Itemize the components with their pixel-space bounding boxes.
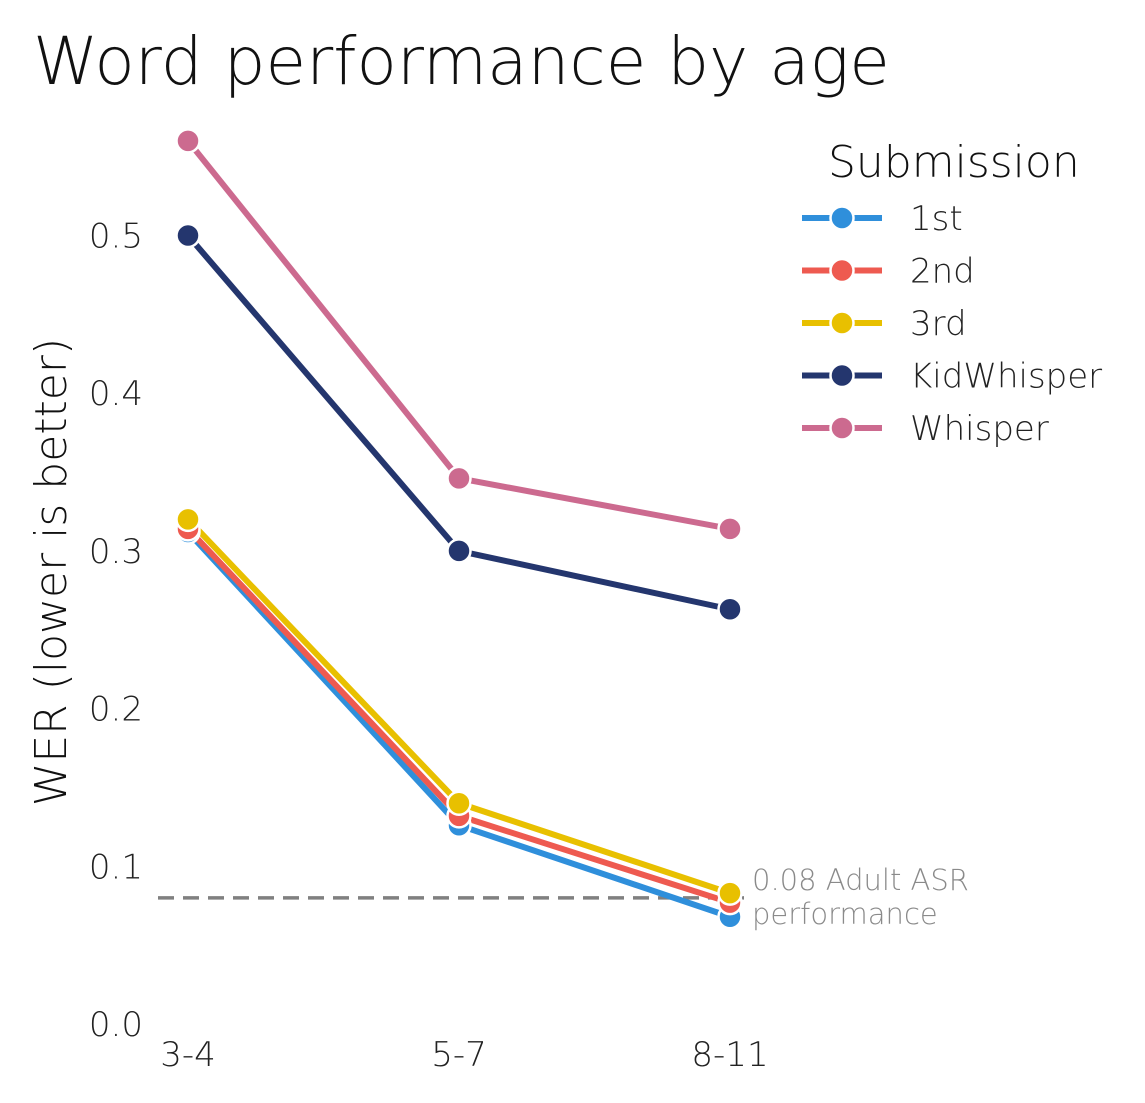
reference-line-label-continued: performance [752,897,938,931]
reference-line-label: 0.08 Adult ASR [752,863,969,897]
x-axis-ticks: 3-4 5-7 8-11 [160,1035,768,1075]
legend-swatch-marker [829,205,855,231]
chart-title: Word performance by age [33,23,890,100]
y-tick-label: 0.2 [89,690,143,730]
legend-swatch-marker [829,257,855,284]
legend-swatch-marker [829,362,855,389]
series-line-2nd [185,525,733,906]
legend-item-3rd: 3rd [802,304,967,344]
data-point-3rd [446,790,472,816]
legend-label: KidWhisper [910,357,1102,397]
data-point-kidwhisper [446,538,472,564]
y-tick-label: 0.1 [89,847,143,887]
y-axis-label: WER (lower is better) [26,338,77,806]
legend-label: 1st [910,199,963,239]
legend-item-whisper: Whisper [802,409,1049,449]
legend-title: Submission [828,137,1080,188]
x-tick-label: 8-11 [691,1035,768,1075]
data-point-kidwhisper [717,596,743,622]
data-point-kidwhisper [175,222,201,249]
y-tick-label: 0.5 [89,217,143,257]
series-points [175,128,743,930]
y-tick-label: 0.0 [89,1005,143,1045]
legend: Submission 1st 2nd 3rd KidWhisper Whisper [802,137,1102,449]
y-tick-label: 0.3 [89,532,143,572]
legend-items: 1st 2nd 3rd KidWhisper Whisper [802,199,1102,449]
data-point-3rd [175,506,201,533]
legend-item-1st: 1st [802,199,963,239]
legend-label: 3rd [910,304,967,344]
legend-swatch-marker [829,310,855,336]
legend-item-2nd: 2nd [802,252,975,292]
data-point-whisper [717,516,743,542]
legend-swatch-marker [829,415,855,441]
y-tick-label: 0.4 [89,374,143,414]
legend-item-kidwhisper: KidWhisper [802,357,1102,397]
y-axis-ticks: 0.0 0.1 0.2 0.3 0.4 0.5 [89,217,143,1046]
data-point-whisper [446,465,472,492]
legend-label: 2nd [910,252,975,292]
data-point-3rd [717,880,743,906]
legend-label: Whisper [910,409,1049,449]
data-point-whisper [175,128,201,154]
x-tick-label: 5-7 [431,1035,487,1075]
x-tick-label: 3-4 [160,1035,216,1075]
